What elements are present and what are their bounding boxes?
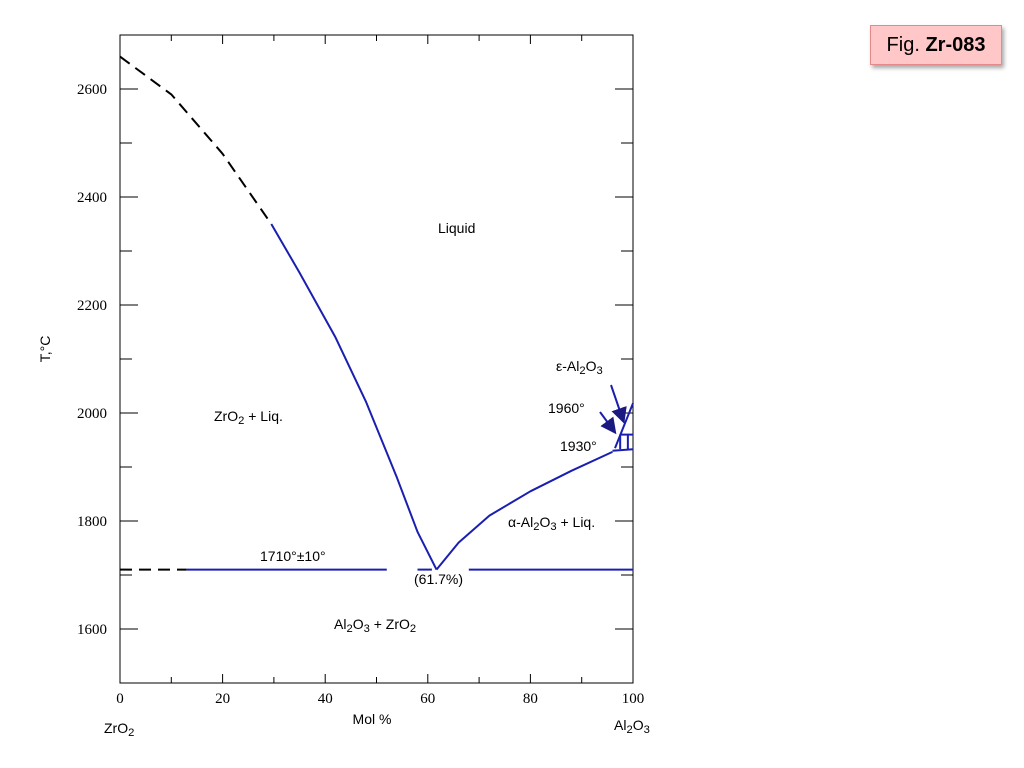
y-axis-label: T,°C [37,336,53,363]
x-tick-label: 40 [318,691,333,707]
temp-1930-label: 1930° [560,438,597,454]
zro2-liquidus-curve [270,223,438,571]
x-tick-label: 60 [420,691,435,707]
figure-tag-prefix: Fig. [886,34,920,56]
x-axis-label: Mol % [353,711,392,727]
x-tick-label: 80 [523,691,538,707]
region-solid-label: Al2​O3​ + ZrO2​ [334,616,416,635]
region-zro2-liq-label: ZrO2​ + Liq. [214,408,283,427]
region-al2o3-liq-label: α-Al2​O3​ + Liq. [508,514,595,533]
region-epsilon-label: ε-Al2​O3​ [556,358,603,377]
y-tick-label: 2400 [77,190,107,206]
zro2-liquidus-dashed [119,55,273,225]
figure-tag-code: Zr-083 [925,34,986,56]
arrow-1960 [610,384,627,424]
right-component-label: Al2​O3​ [614,717,650,736]
region-liquid-label: Liquid [438,220,475,236]
x-tick-label: 100 [622,691,645,707]
x-tick-label: 0 [116,691,124,707]
eutectic-temp-label: 1710°±10° [260,548,326,564]
y-tick-label: 1600 [77,622,107,638]
x-tick-label: 20 [215,691,230,707]
temp-1960-label: 1960° [548,400,585,416]
figure-tag: Fig. Zr-083 [870,25,1002,65]
epsilon-line-1930 [612,448,634,452]
left-component-label: ZrO2​ [104,720,134,739]
epsilon-liquidus [614,402,634,449]
y-tick-label: 1800 [77,514,107,530]
eutectic-comp-label: (61.7%) [414,571,463,587]
arrow-1930 [599,411,617,435]
y-tick-label: 2200 [77,298,107,314]
y-tick-label: 2000 [77,406,107,422]
y-tick-label: 2600 [77,82,107,98]
al2o3-liquidus-curve [435,450,613,571]
